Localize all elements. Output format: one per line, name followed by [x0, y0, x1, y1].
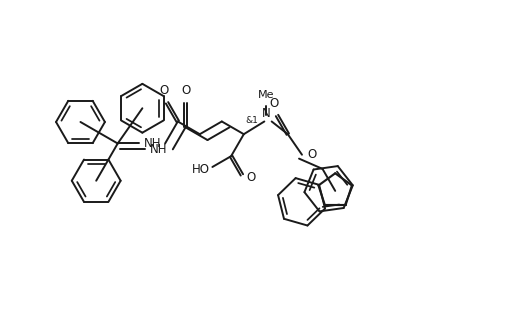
Text: NH: NH [150, 143, 167, 156]
Text: O: O [307, 148, 317, 161]
Text: N: N [262, 107, 270, 120]
Text: O: O [159, 84, 168, 97]
Text: O: O [247, 171, 256, 184]
Text: HO: HO [191, 163, 210, 176]
Text: Me: Me [258, 91, 274, 100]
Text: &1: &1 [245, 116, 258, 125]
Text: NH: NH [144, 137, 161, 150]
Text: O: O [269, 97, 279, 110]
Text: O: O [181, 84, 190, 97]
